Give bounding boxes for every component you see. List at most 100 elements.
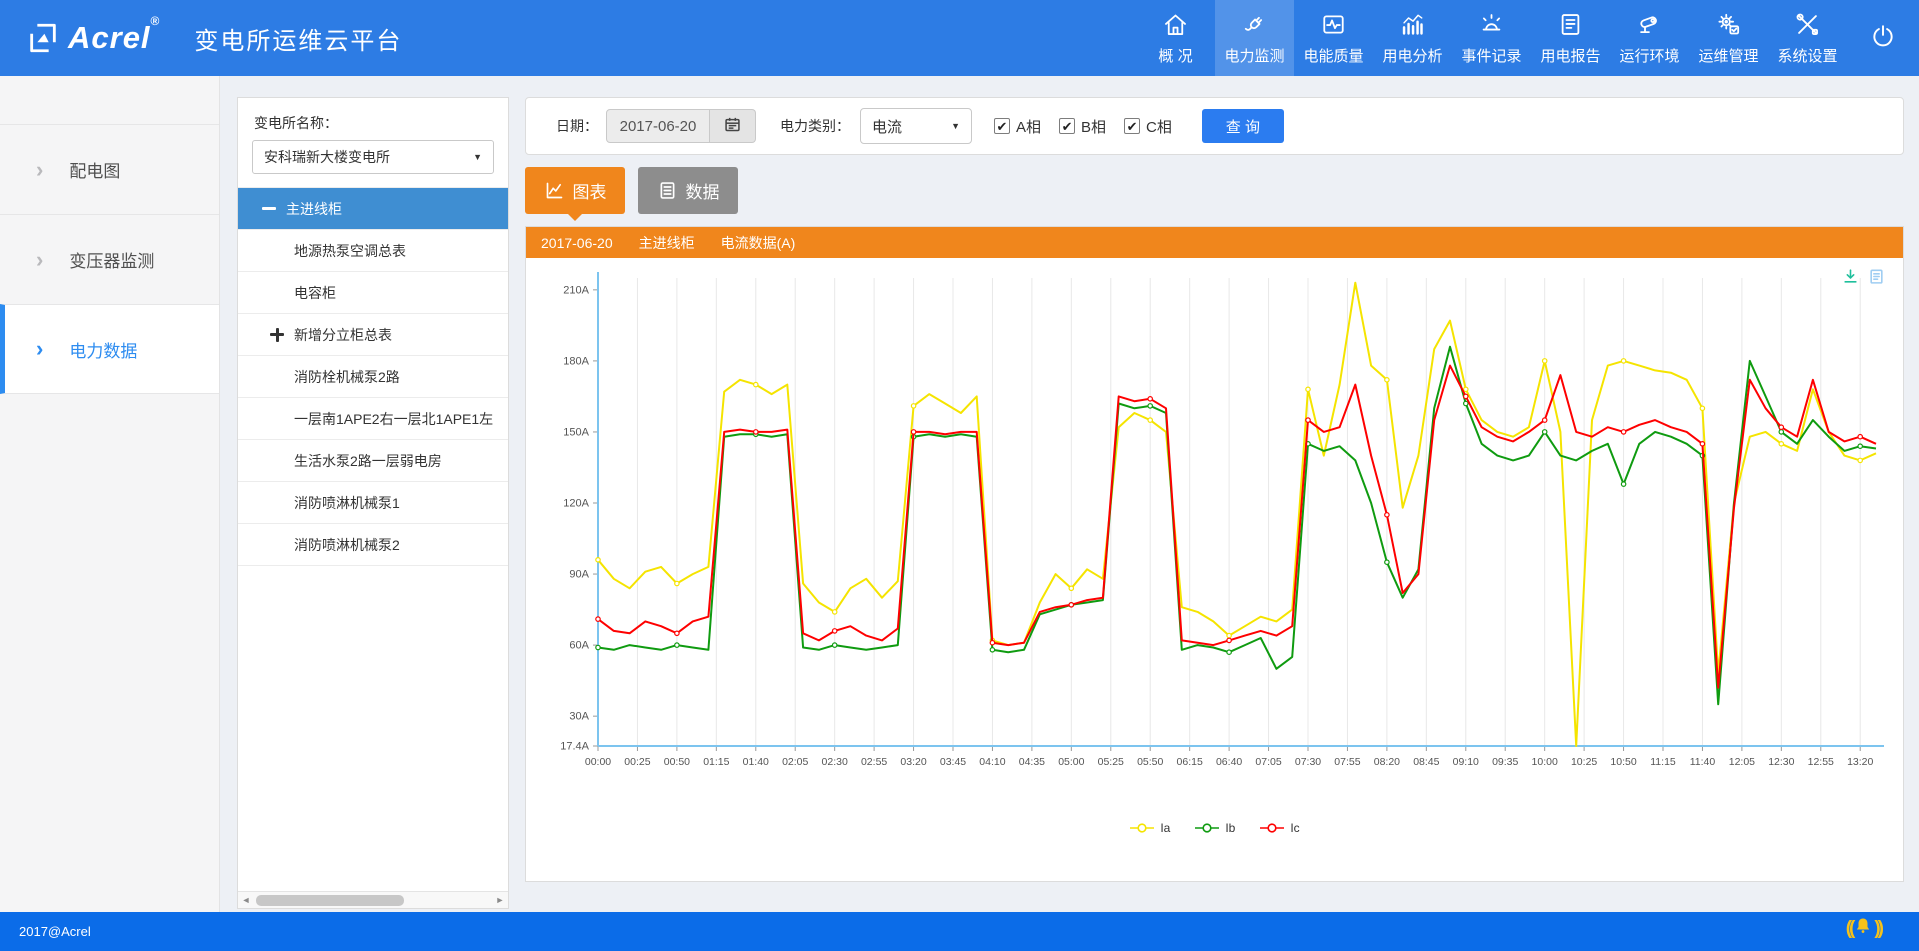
scroll-left-icon[interactable]: ◄ (238, 895, 254, 905)
power-type-label: 电力类别： (780, 116, 850, 136)
svg-text:02:05: 02:05 (782, 756, 808, 768)
svg-text:02:55: 02:55 (861, 756, 887, 768)
tree-item-label: 消防喷淋机械泵2 (294, 535, 400, 555)
main-content: 日期： 电力类别： 电流 ▼ ✔A相✔B相✔C相 查 询 图表数据 2017-0… (525, 97, 1904, 912)
tree-item-6[interactable]: 生活水泵2路一层弱电房 (238, 440, 508, 482)
nav-item-plug[interactable]: 电力监测 (1215, 0, 1294, 76)
caret-down-icon: ▼ (951, 121, 960, 131)
tree-item-0[interactable]: 主进线柜 (238, 188, 508, 230)
legend-item-Ia[interactable]: Ia (1129, 821, 1170, 835)
data-tab-icon (657, 180, 678, 201)
view-tabs: 图表 数据 (525, 167, 1904, 214)
registered-mark: ® (151, 14, 161, 28)
tree-item-8[interactable]: 消防喷淋机械泵2 (238, 524, 508, 566)
scrollbar-track[interactable] (254, 895, 492, 906)
tab-data[interactable]: 数据 (638, 167, 738, 214)
checkbox-checked-icon[interactable]: ✔ (1124, 118, 1140, 134)
nav-item-tools[interactable]: 系统设置 (1768, 0, 1847, 76)
nav-item-label: 概 况 (1158, 45, 1192, 66)
calendar-button[interactable] (710, 109, 756, 143)
logo-text: Acrel® (68, 20, 160, 56)
svg-text:06:40: 06:40 (1216, 756, 1242, 768)
svg-text:210A: 210A (563, 284, 589, 296)
checkbox-checked-icon[interactable]: ✔ (994, 118, 1010, 134)
legend-item-Ic[interactable]: Ic (1259, 821, 1299, 835)
station-select-value: 安科瑞新大楼变电所 (264, 147, 390, 167)
line-chart[interactable]: 00:0000:2500:5001:1501:4002:0502:3002:55… (536, 266, 1892, 772)
scroll-right-icon[interactable]: ► (492, 895, 508, 905)
legend-marker-icon (1194, 823, 1220, 833)
svg-text:05:50: 05:50 (1137, 756, 1163, 768)
tree-item-7[interactable]: 消防喷淋机械泵1 (238, 482, 508, 524)
chart-tab-icon (544, 180, 565, 201)
tree-item-1[interactable]: 地源热泵空调总表 (238, 230, 508, 272)
download-icon[interactable] (1842, 268, 1859, 285)
chevron-right-icon: › (36, 249, 43, 271)
nav-item-label: 运行环境 (1619, 45, 1679, 66)
svg-text:17.4A: 17.4A (560, 741, 589, 753)
nav-item-camera[interactable]: 运行环境 (1610, 0, 1689, 76)
svg-text:02:30: 02:30 (822, 756, 848, 768)
legend-item-Ib[interactable]: Ib (1194, 821, 1235, 835)
sidebar-item-2[interactable]: ›电力数据 (0, 304, 219, 394)
phase-label: A相 (1016, 116, 1041, 137)
tree-item-4[interactable]: 消防栓机械泵2路 (238, 356, 508, 398)
phase-checkbox-B[interactable]: ✔ B相 (1059, 116, 1106, 137)
svg-text:07:30: 07:30 (1295, 756, 1321, 768)
nav-item-gears[interactable]: 运维管理 (1689, 0, 1768, 76)
tab-label: 图表 (573, 178, 607, 203)
svg-text:00:50: 00:50 (664, 756, 690, 768)
scrollbar-thumb[interactable] (256, 895, 404, 906)
bell-left-paren: (( (1846, 918, 1853, 940)
legend-marker-icon (1259, 823, 1285, 833)
chart-title-bar: 2017-06-20 主进线柜 电流数据(A) (526, 227, 1903, 258)
dataview-icon[interactable] (1868, 268, 1885, 285)
tree-item-label: 消防栓机械泵2路 (294, 367, 400, 387)
station-select[interactable]: 安科瑞新大楼变电所 ▼ (252, 140, 494, 174)
nav-item-alarm[interactable]: 事件记录 (1452, 0, 1531, 76)
date-input[interactable] (606, 109, 710, 143)
phase-checkbox-C[interactable]: ✔C相 (1124, 116, 1172, 137)
svg-text:05:00: 05:00 (1058, 756, 1084, 768)
nav-item-report[interactable]: 用电报告 (1531, 0, 1610, 76)
power-type-value: 电流 (872, 116, 902, 137)
power-type-select[interactable]: 电流 ▼ (860, 108, 972, 144)
svg-text:13:20: 13:20 (1847, 756, 1873, 768)
checkbox-checked-icon[interactable]: ✔ (1059, 118, 1075, 134)
svg-text:01:15: 01:15 (703, 756, 729, 768)
nav-item-home[interactable]: 概 况 (1136, 0, 1215, 76)
svg-text:04:10: 04:10 (979, 756, 1005, 768)
tree-item-3[interactable]: 新增分立柜总表 (238, 314, 508, 356)
chart-title-device: 主进线柜 (639, 233, 695, 253)
svg-text:10:00: 10:00 (1532, 756, 1558, 768)
query-button[interactable]: 查 询 (1202, 109, 1284, 143)
phase-label: B相 (1081, 116, 1106, 137)
svg-text:60A: 60A (569, 640, 589, 652)
nav-item-label: 电能质量 (1303, 45, 1363, 66)
svg-text:09:10: 09:10 (1453, 756, 1479, 768)
nav-item-analysis[interactable]: 用电分析 (1373, 0, 1452, 76)
sidebar-item-0[interactable]: ›配电图 (0, 124, 219, 214)
phase-checkbox-A[interactable]: ✔ A相 (994, 116, 1041, 137)
alarm-icon (1478, 11, 1505, 38)
sidebar-item-1[interactable]: ›变压器监测 (0, 214, 219, 304)
tab-chart[interactable]: 图表 (525, 167, 625, 214)
logout-button[interactable] (1847, 0, 1919, 76)
tree-horizontal-scrollbar[interactable]: ◄ ► (238, 891, 508, 908)
alarm-bell-button[interactable]: (( )) (1846, 916, 1881, 942)
sidebar-item-label: 配电图 (69, 157, 120, 182)
svg-text:12:30: 12:30 (1768, 756, 1794, 768)
tree-item-label: 生活水泵2路一层弱电房 (294, 451, 442, 471)
collapse-minus-icon[interactable] (262, 207, 276, 210)
expand-plus-icon[interactable] (270, 328, 284, 342)
tree-item-label: 主进线柜 (286, 199, 342, 219)
svg-text:06:15: 06:15 (1177, 756, 1203, 768)
tree-item-5[interactable]: 一层南1APE2右一层北1APE1左 (238, 398, 508, 440)
acrel-logo-icon (26, 21, 60, 55)
svg-text:10:25: 10:25 (1571, 756, 1597, 768)
bell-icon (1852, 916, 1874, 942)
nav-item-power-quality[interactable]: 电能质量 (1294, 0, 1373, 76)
tab-label: 数据 (686, 178, 720, 203)
tree-item-2[interactable]: 电容柜 (238, 272, 508, 314)
svg-text:30A: 30A (569, 711, 589, 723)
